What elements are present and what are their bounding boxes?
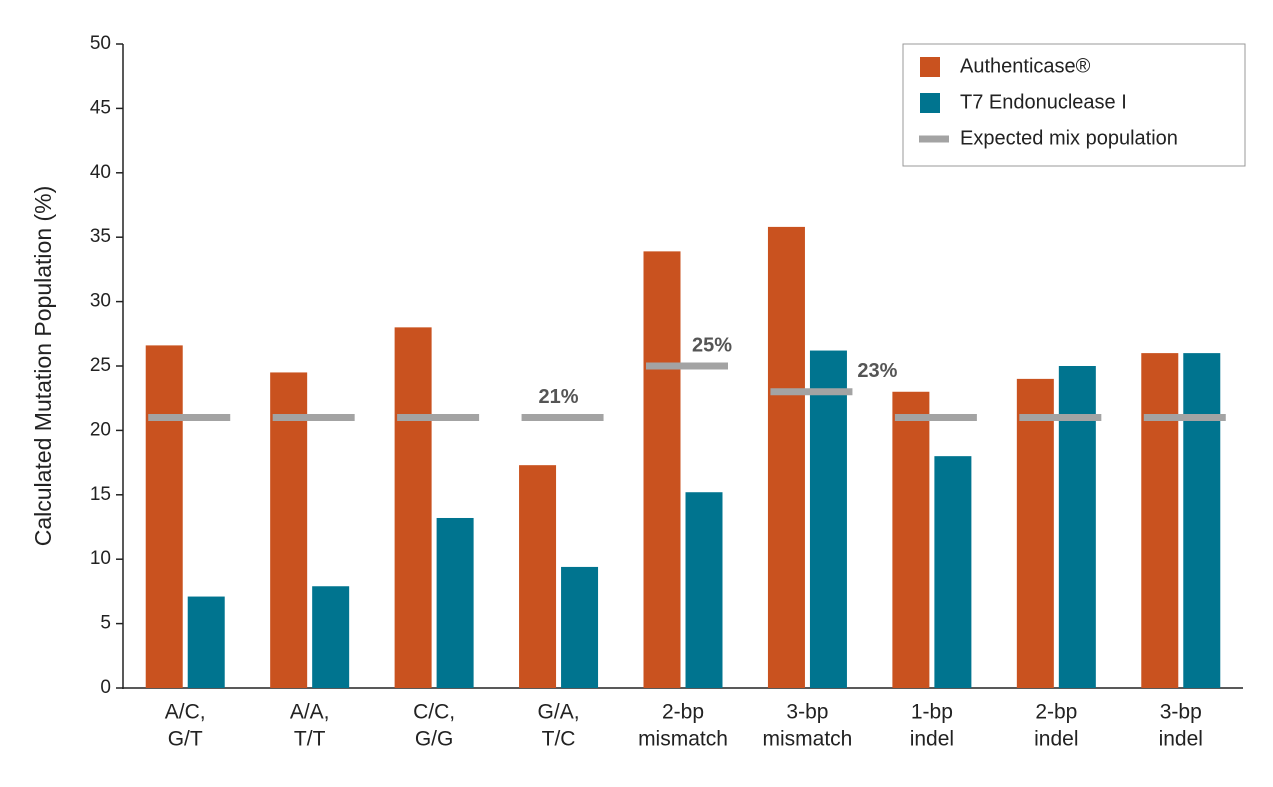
y-tick-label: 5 xyxy=(100,613,111,634)
x-tick-label: G/A, xyxy=(538,701,580,724)
bar xyxy=(519,465,557,688)
x-tick-label: 3-bp xyxy=(1160,701,1202,724)
x-tick-label: C/C, xyxy=(413,701,455,724)
legend-swatch xyxy=(920,57,940,77)
x-tick-label: mismatch xyxy=(638,728,728,751)
x-tick-label: 1-bp xyxy=(911,701,953,724)
bar xyxy=(270,372,308,688)
y-tick-label: 40 xyxy=(90,162,111,183)
x-tick-label: indel xyxy=(1159,728,1203,751)
bar xyxy=(643,251,681,689)
y-axis-title: Calculated Mutation Population (%) xyxy=(30,186,56,547)
y-tick-label: 35 xyxy=(90,226,111,247)
value-label: 23% xyxy=(857,360,897,382)
legend-label: T7 Endonuclease I xyxy=(960,91,1127,113)
y-tick-label: 20 xyxy=(90,419,111,440)
y-tick-label: 10 xyxy=(90,548,111,569)
bar xyxy=(394,327,432,688)
x-tick-label: 2-bp xyxy=(662,701,704,724)
x-tick-label: A/C, xyxy=(165,701,206,724)
bar xyxy=(561,566,599,688)
bar xyxy=(892,391,930,688)
bar xyxy=(187,596,225,688)
bar xyxy=(809,350,847,688)
legend-label: Expected mix population xyxy=(960,127,1178,149)
x-tick-label: mismatch xyxy=(763,728,853,751)
x-tick-label: G/T xyxy=(168,728,203,751)
y-tick-label: 0 xyxy=(100,677,111,698)
value-label: 21% xyxy=(539,386,579,408)
y-tick-label: 45 xyxy=(90,97,111,118)
bar xyxy=(934,456,972,688)
y-tick-label: 50 xyxy=(90,33,111,54)
bar xyxy=(312,586,350,688)
x-tick-label: T/T xyxy=(294,728,326,751)
x-tick-label: indel xyxy=(910,728,954,751)
bar xyxy=(1183,353,1221,688)
bar xyxy=(767,226,805,688)
x-tick-label: 3-bp xyxy=(786,701,828,724)
y-tick-label: 30 xyxy=(90,291,111,312)
y-tick-label: 15 xyxy=(90,484,111,505)
x-tick-label: G/G xyxy=(415,728,454,751)
x-tick-label: T/C xyxy=(542,728,576,751)
legend-box xyxy=(902,43,1246,167)
bar xyxy=(436,517,474,688)
x-tick-label: indel xyxy=(1034,728,1078,751)
bar xyxy=(685,492,723,688)
x-tick-label: A/A, xyxy=(290,701,330,724)
bar xyxy=(145,345,183,688)
y-tick-label: 25 xyxy=(90,355,111,376)
value-label: 25% xyxy=(692,334,732,356)
legend-swatch xyxy=(920,93,940,113)
bar xyxy=(1141,353,1179,688)
x-tick-label: 2-bp xyxy=(1035,701,1077,724)
legend-label: Authenticase® xyxy=(960,55,1091,77)
bar xyxy=(1016,378,1054,688)
